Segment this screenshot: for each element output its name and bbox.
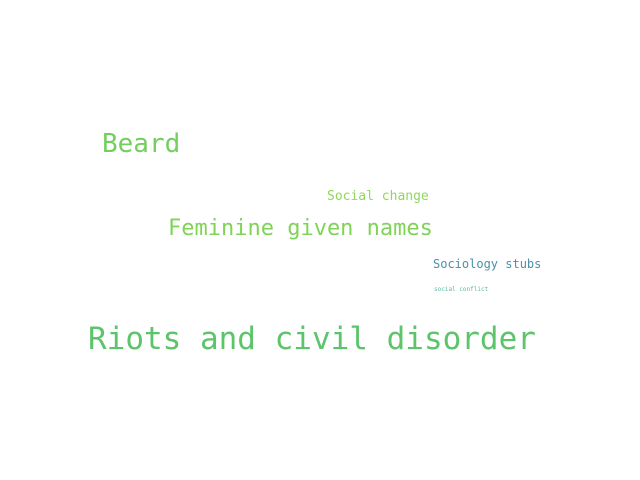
word-beard[interactable]: Beard xyxy=(102,129,181,159)
word-social-conflict[interactable]: social conflict xyxy=(434,286,489,293)
word-social-change[interactable]: Social change xyxy=(327,189,429,204)
word-sociology-stubs[interactable]: Sociology stubs xyxy=(433,257,542,271)
word-feminine-given-names[interactable]: Feminine given names xyxy=(168,216,433,241)
word-riots-and-civil-disorder[interactable]: Riots and civil disorder xyxy=(88,321,536,357)
